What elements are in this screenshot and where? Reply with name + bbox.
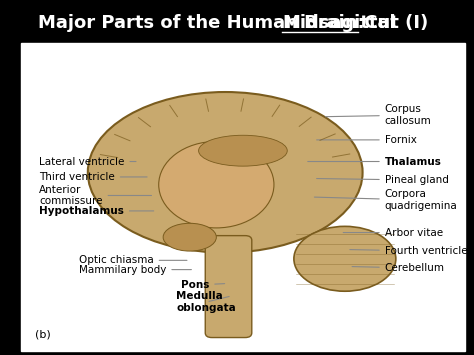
Text: Fornix: Fornix <box>317 135 417 145</box>
FancyBboxPatch shape <box>21 43 465 351</box>
Ellipse shape <box>199 135 287 166</box>
Text: Lateral ventricle: Lateral ventricle <box>39 157 136 166</box>
Text: Thalamus: Thalamus <box>308 157 442 166</box>
Text: Pineal gland: Pineal gland <box>317 175 448 185</box>
Text: Optic chiasma: Optic chiasma <box>79 255 187 265</box>
Ellipse shape <box>294 226 396 291</box>
Ellipse shape <box>159 141 274 228</box>
Text: Medulla
oblongata: Medulla oblongata <box>176 291 236 313</box>
Text: Corpus
callosum: Corpus callosum <box>326 104 431 126</box>
Text: Fourth ventricle: Fourth ventricle <box>350 246 467 256</box>
Text: Major Parts of the Human Brain:: Major Parts of the Human Brain: <box>38 14 371 32</box>
Text: Mammilary body: Mammilary body <box>79 264 191 275</box>
Text: Anterior
commissure: Anterior commissure <box>39 185 152 206</box>
Text: Midsagittal: Midsagittal <box>282 14 396 32</box>
Text: Hypothalamus: Hypothalamus <box>39 206 154 216</box>
Ellipse shape <box>88 92 363 253</box>
Text: Arbor vitae: Arbor vitae <box>343 228 443 237</box>
Text: Cerebellum: Cerebellum <box>352 263 445 273</box>
Text: Cut (I): Cut (I) <box>358 14 428 32</box>
FancyBboxPatch shape <box>205 236 252 338</box>
Text: (b): (b) <box>35 329 50 339</box>
Ellipse shape <box>163 223 216 251</box>
Text: Pons: Pons <box>181 280 225 290</box>
Text: Third ventricle: Third ventricle <box>39 172 147 182</box>
Text: Corpora
quadrigemina: Corpora quadrigemina <box>314 189 457 211</box>
